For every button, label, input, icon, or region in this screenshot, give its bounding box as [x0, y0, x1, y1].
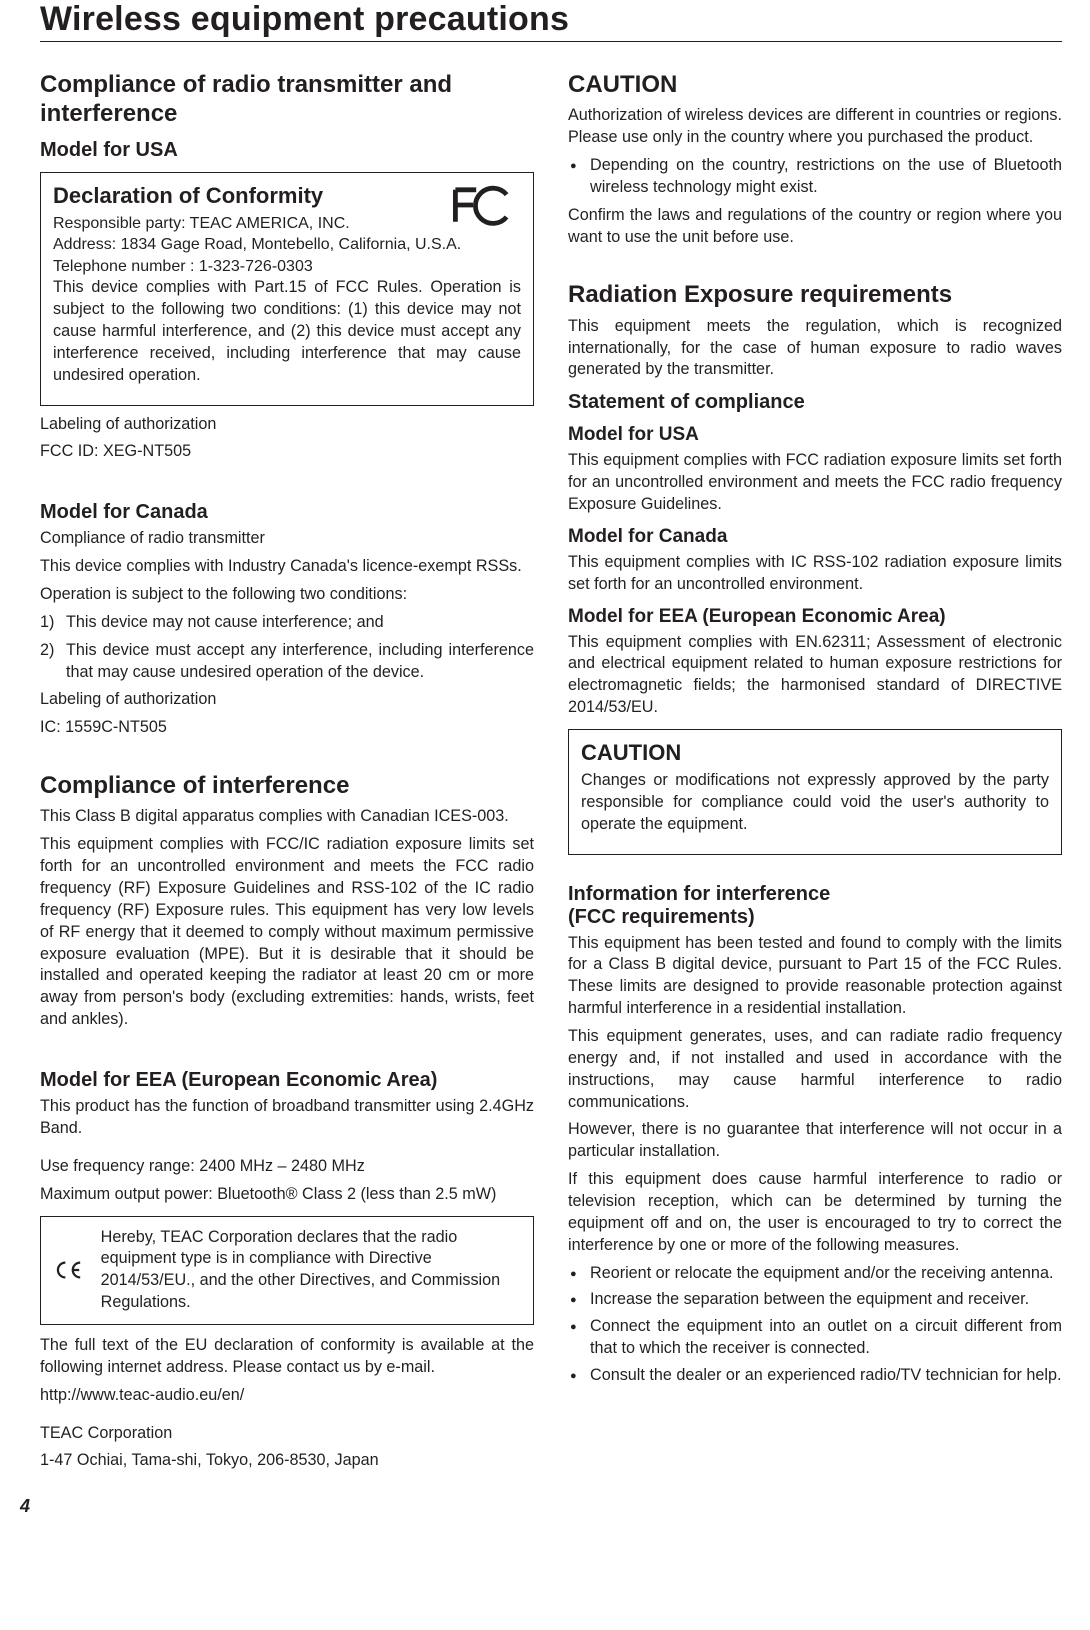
declaration-telephone: Telephone number : 1-323-726-0303	[53, 256, 521, 278]
two-column-layout: Compliance of radio transmitter and inte…	[40, 66, 1062, 1478]
statement-canada-p: This equipment complies with IC RSS-102 …	[568, 552, 1062, 596]
heading-statement-eea: Model for EEA (European Economic Area)	[568, 606, 1062, 628]
info-interference-p2: This equipment generates, uses, and can …	[568, 1026, 1062, 1113]
eea-frequency: Use frequency range: 2400 MHz – 2480 MHz	[40, 1156, 534, 1178]
declaration-box: Declaration of Conformity Responsible pa…	[40, 172, 534, 406]
heading-model-eea: Model for EEA (European Economic Area)	[40, 1069, 534, 1092]
eea-power: Maximum output power: Bluetooth® Class 2…	[40, 1184, 534, 1206]
page-number: 4	[20, 1496, 1062, 1517]
info-bullet-1: Reorient or relocate the equipment and/o…	[568, 1263, 1062, 1285]
teac-address: 1-47 Ochiai, Tama-shi, Tokyo, 206-8530, …	[40, 1450, 534, 1472]
ce-mark-text: Hereby, TEAC Corporation declares that t…	[101, 1227, 521, 1314]
heading-statement-usa: Model for USA	[568, 424, 1062, 446]
heading-compliance-interference: Compliance of interference	[40, 771, 534, 800]
interference-p2: This equipment complies with FCC/IC radi…	[40, 834, 534, 1031]
info-bullet-2: Increase the separation between the equi…	[568, 1289, 1062, 1311]
caution-p1: Authorization of wireless devices are di…	[568, 105, 1062, 149]
caution-p2: Confirm the laws and regulations of the …	[568, 205, 1062, 249]
eea-p1: This product has the function of broadba…	[40, 1096, 534, 1140]
heading-model-canada: Model for Canada	[40, 501, 534, 524]
declaration-text-col: Declaration of Conformity Responsible pa…	[53, 183, 439, 235]
heading-info-interference: Information for interference (FCC requir…	[568, 883, 1062, 929]
info-interference-p3: However, there is no guarantee that inte…	[568, 1119, 1062, 1163]
page-title: Wireless equipment precautions	[40, 0, 1062, 39]
ce-mark-icon	[53, 1240, 83, 1300]
heading-statement-canada: Model for Canada	[568, 526, 1062, 548]
page: Wireless equipment precautions Complianc…	[0, 0, 1090, 1529]
declaration-body: This device complies with Part.15 of FCC…	[53, 277, 521, 386]
caution-box-body: Changes or modifications not expressly a…	[581, 770, 1049, 836]
caution-box-title: CAUTION	[581, 740, 1049, 766]
title-bar: Wireless equipment precautions	[40, 0, 1062, 42]
declaration-header-row: Declaration of Conformity Responsible pa…	[53, 183, 521, 235]
radiation-p1: This equipment meets the regulation, whi…	[568, 316, 1062, 382]
statement-usa-p: This equipment complies with FCC radiati…	[568, 450, 1062, 516]
fcc-logo-icon	[449, 183, 521, 227]
info-interference-p4: If this equipment does cause harmful int…	[568, 1169, 1062, 1256]
labeling-auth-canada: Labeling of authorization	[40, 689, 534, 711]
labeling-auth-usa: Labeling of authorization	[40, 414, 534, 436]
statement-eea-p: This equipment complies with EN.62311; A…	[568, 632, 1062, 719]
right-column: CAUTION Authorization of wireless device…	[568, 66, 1062, 1478]
canada-intro1: Compliance of radio transmitter	[40, 528, 534, 550]
eu-url: http://www.teac-audio.eu/en/	[40, 1385, 534, 1407]
info-bullet-4: Consult the dealer or an experienced rad…	[568, 1365, 1062, 1387]
canada-conditions-list: This device may not cause interference; …	[40, 612, 534, 684]
declaration-responsible-party: Responsible party: TEAC AMERICA, INC.	[53, 213, 439, 235]
caution-box: CAUTION Changes or modifications not exp…	[568, 729, 1062, 855]
caution-bullets: Depending on the country, restrictions o…	[568, 155, 1062, 199]
left-column: Compliance of radio transmitter and inte…	[40, 66, 534, 1478]
heading-statement-compliance: Statement of compliance	[568, 391, 1062, 414]
heading-radiation-exposure: Radiation Exposure requirements	[568, 280, 1062, 309]
eu-full-text: The full text of the EU declaration of c…	[40, 1335, 534, 1379]
fcc-id: FCC ID: XEG-NT505	[40, 441, 534, 463]
declaration-title: Declaration of Conformity	[53, 183, 439, 209]
canada-intro2: This device complies with Industry Canad…	[40, 556, 534, 578]
heading-model-usa: Model for USA	[40, 139, 534, 162]
heading-caution: CAUTION	[568, 70, 1062, 99]
info-bullet-3: Connect the equipment into an outlet on …	[568, 1316, 1062, 1360]
canada-condition-1: This device may not cause interference; …	[40, 612, 534, 634]
heading-compliance-radio: Compliance of radio transmitter and inte…	[40, 70, 534, 129]
ce-mark-box: Hereby, TEAC Corporation declares that t…	[40, 1216, 534, 1325]
teac-corporation: TEAC Corporation	[40, 1423, 534, 1445]
declaration-address: Address: 1834 Gage Road, Montebello, Cal…	[53, 234, 521, 256]
info-interference-p1: This equipment has been tested and found…	[568, 933, 1062, 1020]
canada-intro3: Operation is subject to the following tw…	[40, 584, 534, 606]
caution-bullet-1: Depending on the country, restrictions o…	[568, 155, 1062, 199]
interference-p1: This Class B digital apparatus complies …	[40, 806, 534, 828]
ic-id: IC: 1559C-NT505	[40, 717, 534, 739]
canada-condition-2: This device must accept any interference…	[40, 640, 534, 684]
info-interference-bullets: Reorient or relocate the equipment and/o…	[568, 1263, 1062, 1387]
